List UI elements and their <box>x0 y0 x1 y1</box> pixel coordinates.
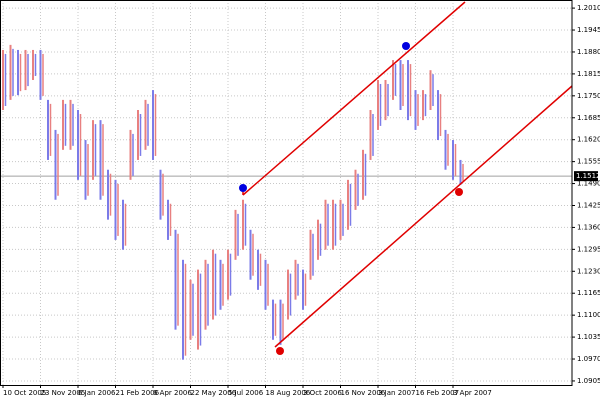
y-tick-label: 1.1360 <box>577 223 600 231</box>
y-tick-label: 1.1100 <box>577 311 600 319</box>
y-tick-label: 1.0905 <box>577 377 600 385</box>
anchor-point <box>276 347 284 355</box>
channel <box>239 1 573 355</box>
last-price-label: 1.1512 <box>576 172 600 180</box>
plot-border <box>0 0 573 386</box>
x-tick-label: 18 Aug 2006 <box>266 389 311 397</box>
x-tick-label: 3 Oct 2006 <box>303 389 342 397</box>
y-tick-label: 1.2010 <box>577 4 600 12</box>
last-price-box <box>574 171 598 182</box>
y-tick-label: 1.1230 <box>577 267 600 275</box>
y-tick-label: 1.1880 <box>577 48 600 56</box>
x-tick-label: 5 Jul 2006 <box>228 389 264 397</box>
x-tick-label: 10 Oct 2005 <box>3 389 46 397</box>
channel-upper <box>242 1 466 196</box>
y-tick-label: 1.0970 <box>577 355 600 363</box>
x-tick-label: 16 Nov 2006 <box>341 389 386 397</box>
y-tick-label: 1.1035 <box>577 333 600 341</box>
x-tick-label: 6 Jan 2006 <box>78 389 116 397</box>
price-bars <box>2 44 464 360</box>
y-tick-label: 1.1295 <box>577 245 600 253</box>
x-tick-label: 22 May 2006 <box>191 389 237 397</box>
anchor-point <box>239 184 247 192</box>
anchor-point <box>455 188 463 196</box>
x-tick-label: 6 Apr 2006 <box>153 389 192 397</box>
x-tick-label: 3 Apr 2007 <box>453 389 492 397</box>
y-tick-label: 1.1945 <box>577 26 600 34</box>
y-tick-label: 1.1685 <box>577 114 600 122</box>
axes: 1.2010 1.1945 1.1880 1.1815 1.1750 1.1685 1.16… <box>2 4 600 397</box>
anchor-point <box>402 42 410 50</box>
y-tick-label: 1.1490 <box>577 180 600 188</box>
y-tick-label: 1.1165 <box>577 289 600 297</box>
x-tick-label: 21 Feb 2006 <box>116 389 160 397</box>
y-tick-label: 1.1750 <box>577 92 600 100</box>
channel-lower <box>274 85 573 348</box>
y-tick-label: 1.1815 <box>577 70 600 78</box>
plot-area <box>0 0 572 385</box>
y-tick-label: 1.1620 <box>577 136 600 144</box>
x-tick-label: 16 Feb 2007 <box>416 389 460 397</box>
y-tick-label: 1.1555 <box>577 158 600 166</box>
x-tick-label: 3 Jan 2007 <box>378 389 416 397</box>
x-tick-label: 23 Nov 2005 <box>41 389 86 397</box>
y-tick-label: 1.1425 <box>577 201 600 209</box>
